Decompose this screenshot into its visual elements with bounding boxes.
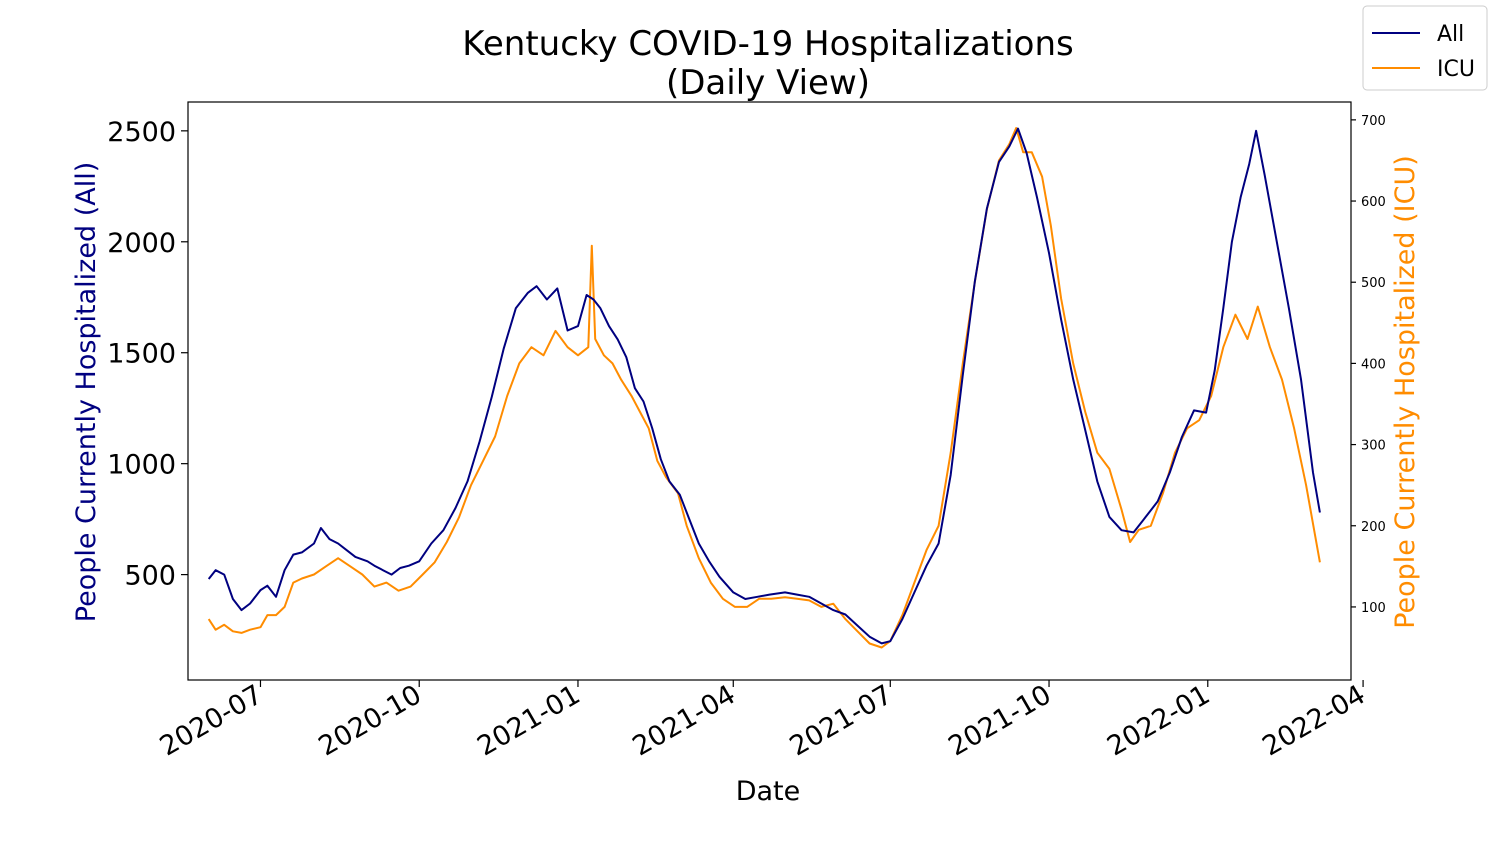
left-axis-tick-label: 2500 [107, 117, 176, 148]
series-line-icu [207, 127, 1321, 649]
right-axis-tick-label: 600 [1361, 195, 1386, 210]
left-axis-ticks: 500 1000 1500 2000 2500 [107, 117, 188, 592]
legend: All ICU [1362, 5, 1488, 91]
right-axis-tick-label: 100 [1361, 601, 1386, 616]
right-axis-ticks: 100 200 300 400 500 600 700 [1351, 114, 1386, 616]
right-axis-tick-label: 500 [1361, 276, 1386, 291]
right-axis-label: People Currently Hospitalized (ICU) [1390, 155, 1421, 629]
series-line-all [207, 127, 1321, 645]
legend-label-all: All [1437, 22, 1464, 47]
legend-label-icu: ICU [1437, 57, 1475, 82]
x-axis-label: Date [736, 776, 801, 807]
plot-lines [207, 127, 1321, 649]
left-axis-tick-label: 1500 [107, 339, 176, 370]
right-axis-tick-label: 200 [1361, 520, 1386, 535]
left-axis-tick-label: 1000 [107, 450, 176, 481]
plot-frame [187, 101, 1352, 681]
left-axis-tick-label: 2000 [107, 228, 176, 259]
chart-title: Kentucky COVID-19 Hospitalizations [462, 24, 1073, 64]
left-axis-tick-label: 500 [124, 561, 176, 592]
right-axis-tick-label: 400 [1361, 357, 1386, 372]
right-axis-tick-label: 700 [1361, 114, 1386, 129]
left-axis-label: People Currently Hospitalized (All) [71, 162, 102, 622]
right-axis-tick-label: 300 [1361, 439, 1386, 454]
chart-subtitle: (Daily View) [666, 63, 870, 103]
